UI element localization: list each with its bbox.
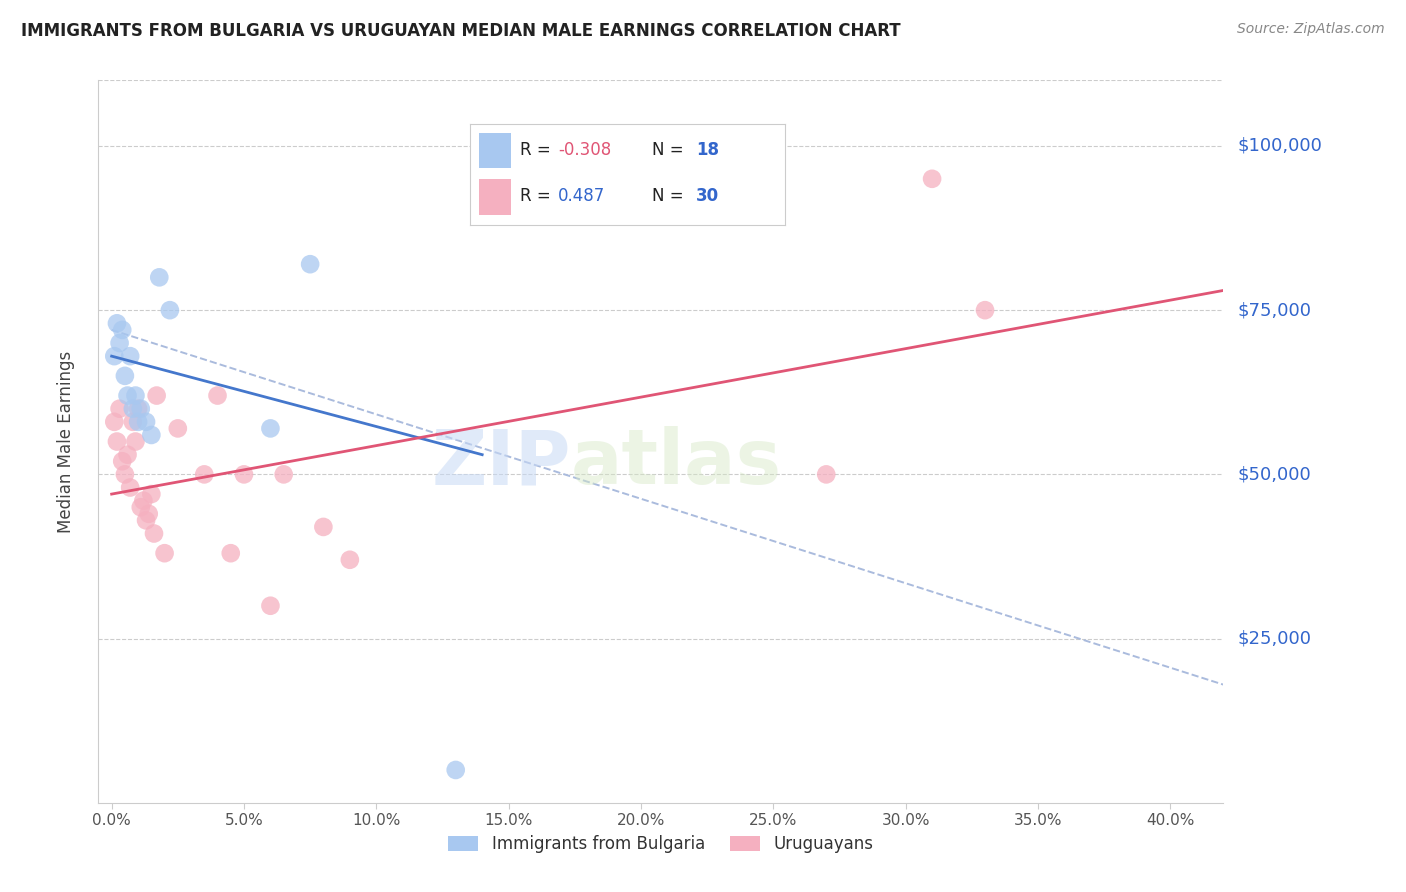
Point — [153, 546, 176, 560]
Point — [159, 303, 181, 318]
Point — [444, 763, 467, 777]
Point — [815, 467, 838, 482]
Point — [141, 428, 163, 442]
Point — [166, 421, 188, 435]
Point — [138, 507, 160, 521]
Point — [108, 336, 131, 351]
Point — [299, 257, 322, 271]
Point — [120, 349, 142, 363]
Text: $50,000: $50,000 — [1237, 466, 1310, 483]
Legend: Immigrants from Bulgaria, Uruguayans: Immigrants from Bulgaria, Uruguayans — [441, 828, 880, 860]
Point — [207, 388, 229, 402]
Point — [273, 467, 295, 482]
Point — [148, 270, 170, 285]
Point — [145, 388, 167, 402]
Point — [141, 487, 163, 501]
Point — [103, 415, 125, 429]
Point — [124, 434, 146, 449]
Point — [259, 421, 281, 435]
Point — [114, 467, 136, 482]
Point — [127, 401, 149, 416]
Text: IMMIGRANTS FROM BULGARIA VS URUGUAYAN MEDIAN MALE EARNINGS CORRELATION CHART: IMMIGRANTS FROM BULGARIA VS URUGUAYAN ME… — [21, 22, 901, 40]
Point — [339, 553, 361, 567]
Text: atlas: atlas — [571, 426, 782, 500]
Point — [129, 500, 152, 515]
Point — [117, 448, 139, 462]
Point — [312, 520, 335, 534]
Point — [108, 401, 131, 416]
Point — [135, 513, 157, 527]
Point — [117, 388, 139, 402]
Point — [111, 454, 134, 468]
Point — [120, 481, 142, 495]
Point — [121, 401, 143, 416]
Point — [111, 323, 134, 337]
Point — [193, 467, 215, 482]
Text: $75,000: $75,000 — [1237, 301, 1312, 319]
Point — [114, 368, 136, 383]
Text: $100,000: $100,000 — [1237, 137, 1322, 155]
Point — [974, 303, 997, 318]
Point — [259, 599, 281, 613]
Point — [121, 415, 143, 429]
Point — [143, 526, 166, 541]
Text: Source: ZipAtlas.com: Source: ZipAtlas.com — [1237, 22, 1385, 37]
Point — [135, 415, 157, 429]
Point — [233, 467, 256, 482]
Point — [219, 546, 242, 560]
Text: ZIP: ZIP — [432, 426, 571, 500]
Point — [129, 401, 152, 416]
Point — [105, 316, 128, 330]
Point — [124, 388, 146, 402]
Point — [127, 415, 149, 429]
Point — [132, 493, 155, 508]
Text: $25,000: $25,000 — [1237, 630, 1312, 648]
Point — [103, 349, 125, 363]
Point — [921, 171, 943, 186]
Y-axis label: Median Male Earnings: Median Male Earnings — [56, 351, 75, 533]
Point — [105, 434, 128, 449]
